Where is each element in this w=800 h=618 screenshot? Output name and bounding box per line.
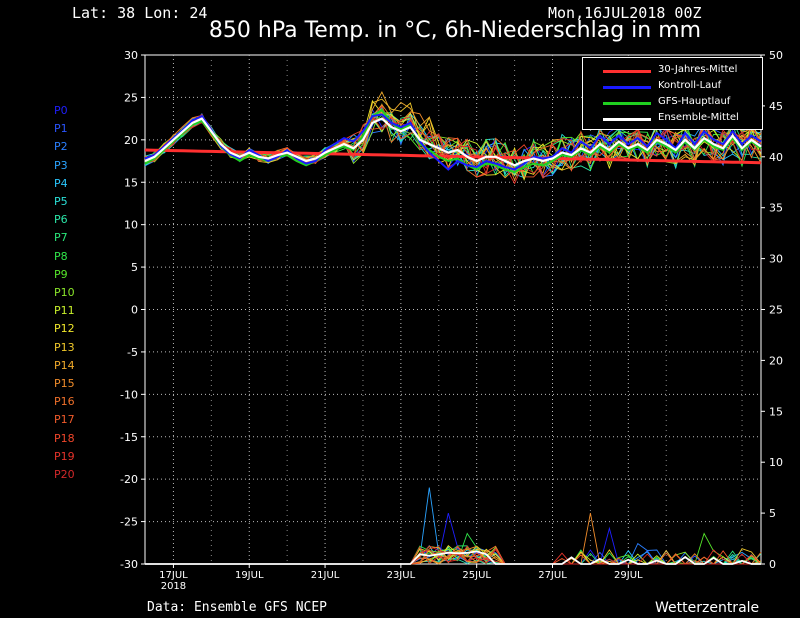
precip-mean-line — [145, 550, 761, 565]
legend-entry: GFS-Hauptlauf — [583, 95, 762, 111]
x-tick-label: 17JUL — [159, 570, 188, 581]
member-list: P0 P1 P2 P3 P4 P5 P6 P7 P8 P9 P10 P11 P12 P13 P14 P15 P1… — [54, 102, 75, 484]
member-label-p5: P5 — [54, 195, 68, 209]
y-tick-label-left: -10 — [120, 388, 138, 401]
member-label-p15: P15 — [54, 377, 75, 391]
legend-label: Kontroll-Lauf — [658, 80, 722, 91]
x-tick-label: 25JUL — [462, 570, 491, 581]
x-tick-label: 19JUL — [235, 570, 264, 581]
member-label-p4: P4 — [54, 176, 68, 190]
y-tick-label-right: 10 — [769, 456, 783, 469]
y-tick-label-right: 25 — [769, 304, 783, 317]
member-label-p17: P17 — [54, 413, 75, 427]
x-tick-label: 29JUL — [614, 570, 643, 581]
x-tick-label: 21JUL — [311, 570, 340, 581]
y-tick-label-left: -30 — [120, 558, 138, 571]
member-label-p3: P3 — [54, 158, 68, 172]
y-tick-label-left: 0 — [131, 304, 138, 317]
legend-entry: Ensemble-Mittel — [583, 111, 762, 127]
y-tick-label-left: 30 — [124, 49, 138, 62]
y-tick-label-left: -5 — [127, 346, 138, 359]
x-tick-year: 2018 — [161, 581, 186, 592]
y-tick-label-right: 5 — [769, 507, 776, 520]
member-label-p19: P19 — [54, 449, 75, 463]
y-tick-label-left: -25 — [120, 516, 138, 529]
y-tick-label-right: 35 — [769, 202, 783, 215]
legend-label: 30-Jahres-Mittel — [658, 64, 738, 75]
y-tick-label-right: 20 — [769, 354, 783, 367]
y-tick-label-left: -15 — [120, 431, 138, 444]
member-label-p6: P6 — [54, 213, 68, 227]
gfs-main-line — [144, 108, 762, 174]
legend-swatch — [603, 86, 651, 89]
member-label-p16: P16 — [54, 395, 75, 409]
member-label-p13: P13 — [54, 340, 75, 354]
chart-legend: 30-Jahres-Mittel Kontroll-Lauf GFS-Hauptla… — [582, 57, 763, 130]
legend-swatch — [603, 102, 651, 105]
y-tick-label-right: 40 — [769, 151, 783, 164]
member-label-p14: P14 — [54, 358, 75, 372]
member-label-p8: P8 — [54, 249, 68, 263]
member-label-p0: P0 — [54, 104, 68, 117]
legend-swatch — [603, 118, 651, 121]
chart-title: 850 hPa Temp. in °C, 6h-Niederschlag in … — [208, 18, 702, 43]
legend-entry: 30-Jahres-Mittel — [583, 63, 762, 79]
control-run-line — [144, 113, 762, 171]
y-tick-label-left: -20 — [120, 473, 138, 486]
run-date-label: Mon,16JUL2018 00Z — [548, 4, 702, 22]
location-label: Lat: 38 Lon: 24 — [72, 4, 208, 22]
y-tick-label-left: 20 — [124, 134, 138, 147]
legend-label: GFS-Hauptlauf — [658, 96, 731, 107]
y-tick-label-left: 10 — [124, 219, 138, 232]
legend-entry: Kontroll-Lauf — [583, 79, 762, 95]
y-tick-label-left: 25 — [124, 91, 138, 104]
y-tick-label-right: 30 — [769, 253, 783, 266]
member-label-p20: P20 — [54, 468, 75, 482]
legend-label: Ensemble-Mittel — [658, 112, 739, 123]
y-tick-label-right: 15 — [769, 405, 783, 418]
x-tick-label: 23JUL — [387, 570, 416, 581]
member-label-p9: P9 — [54, 267, 68, 281]
y-tick-label-right: 50 — [769, 49, 783, 62]
member-label-p7: P7 — [54, 231, 68, 245]
member-label-p10: P10 — [54, 286, 75, 300]
member-label-p11: P11 — [54, 304, 75, 318]
member-label-p12: P12 — [54, 322, 75, 336]
member-label-p2: P2 — [54, 140, 68, 154]
x-tick-label: 27JUL — [538, 570, 567, 581]
member-label-p18: P18 — [54, 431, 75, 445]
y-tick-label-left: 5 — [131, 261, 138, 274]
data-source-label: Data: Ensemble GFS NCEP — [147, 600, 328, 615]
member-label-p1: P1 — [54, 122, 68, 136]
y-tick-label-right: 45 — [769, 100, 783, 113]
y-tick-label-right: 0 — [769, 558, 776, 571]
y-tick-label-left: 15 — [124, 176, 138, 189]
legend-swatch — [603, 70, 651, 73]
brand-label: Wetterzentrale — [655, 600, 760, 616]
ensemble-mean-line — [144, 117, 762, 167]
